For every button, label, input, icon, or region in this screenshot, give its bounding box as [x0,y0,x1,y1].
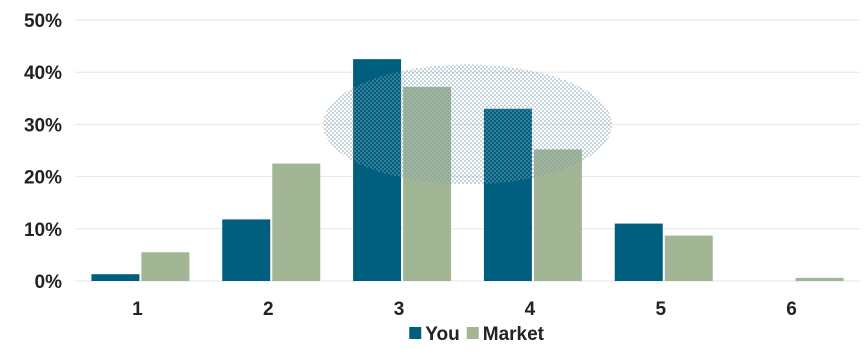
bar-you-5 [614,223,663,281]
legend-swatch-market [466,327,479,339]
y-tick-label: 40% [24,63,62,84]
x-axis-ticks: 1 2 3 4 5 6 [132,299,797,320]
y-tick-label: 0% [35,272,63,293]
legend-label-market: Market [483,324,545,345]
highlight-ellipse-shape [323,64,612,185]
legend-swatch-you [409,327,422,339]
bar-market-5 [664,235,713,281]
y-tick-label: 20% [24,168,62,189]
legend: You Market [409,324,545,345]
y-tick-label: 10% [24,220,62,241]
legend-label-you: You [425,324,459,345]
bar-you-2 [222,219,271,281]
x-tick-label: 3 [394,299,405,320]
bar-market-2 [272,163,321,281]
x-tick-label: 5 [655,299,666,320]
x-tick-label: 6 [786,299,797,320]
bar-market-1 [141,252,190,281]
highlight-ellipse [323,64,612,185]
y-axis-ticks: 0% 10% 20% 30% 40% 50% [24,11,62,293]
y-tick-label: 30% [24,115,62,136]
x-tick-label: 1 [132,299,143,320]
x-tick-label: 2 [263,299,274,320]
bar-market-6 [795,277,844,281]
y-tick-label: 50% [24,11,62,32]
bar-you-1 [91,274,140,281]
x-tick-label: 4 [525,299,536,320]
